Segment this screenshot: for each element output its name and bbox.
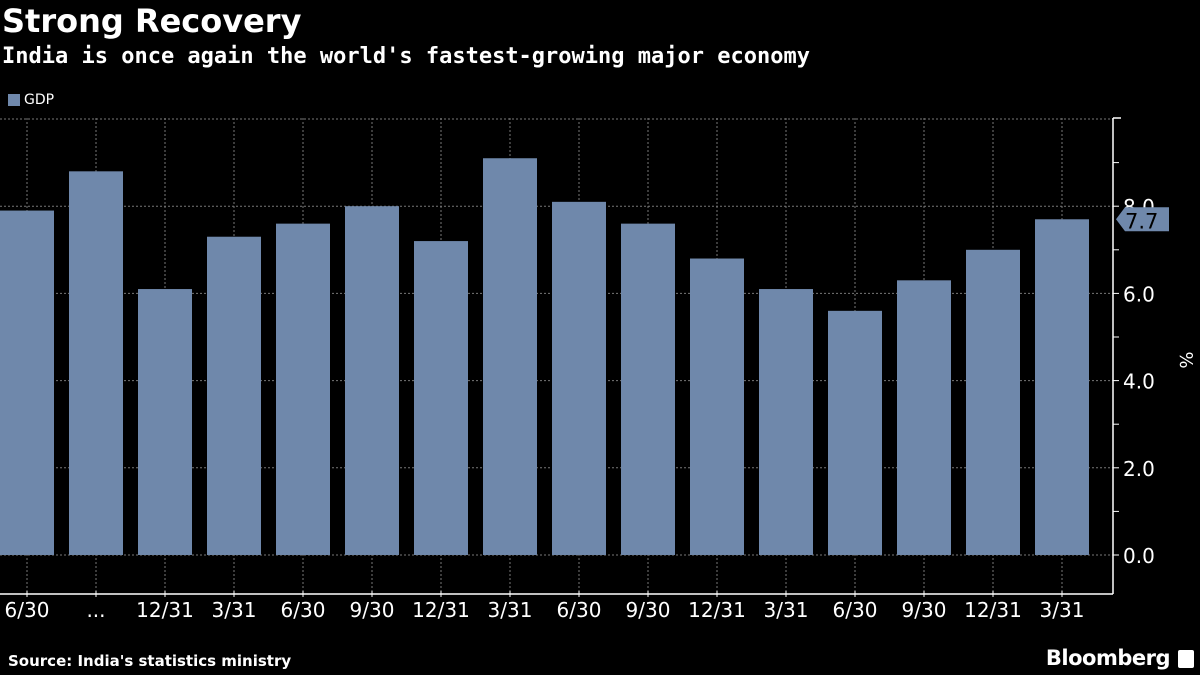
- bloomberg-logo: Bloomberg: [1045, 646, 1171, 670]
- x-tick-label: 9/30: [350, 598, 395, 622]
- x-tick-label: 9/30: [902, 598, 947, 622]
- bar: [828, 310, 882, 555]
- bar: [1035, 219, 1089, 555]
- y-tick-label: 0.0: [1123, 544, 1155, 568]
- x-tick-label: 6/30: [5, 598, 50, 622]
- source-note: Source: India's statistics ministry: [8, 652, 292, 670]
- bar: [414, 241, 468, 555]
- x-tick-label: 6/30: [833, 598, 878, 622]
- bar: [690, 258, 744, 555]
- bar: [207, 236, 261, 555]
- x-tick-label: 3/31: [764, 598, 809, 622]
- y-tick-label: 2.0: [1123, 457, 1155, 481]
- x-tick-label: 3/31: [212, 598, 257, 622]
- bar: [897, 280, 951, 555]
- chart-subtitle: India is once again the world's fastest-…: [2, 44, 810, 69]
- legend-swatch: [8, 94, 20, 106]
- y-tick-label: 4.0: [1123, 370, 1155, 394]
- bar: [483, 158, 537, 556]
- bar: [621, 223, 675, 555]
- y-axis-label: %: [1175, 351, 1196, 368]
- x-tick-label: 12/31: [412, 598, 470, 622]
- x-tick-label: 12/31: [136, 598, 194, 622]
- bar: [345, 206, 399, 555]
- bar: [759, 289, 813, 555]
- bar: [69, 171, 123, 555]
- x-tick-label: 12/31: [964, 598, 1022, 622]
- x-tick-label: 12/31: [688, 598, 746, 622]
- last-value-marker: [1116, 207, 1169, 232]
- legend: GDP: [8, 92, 54, 108]
- bar: [966, 249, 1020, 556]
- x-tick-label: 6/30: [557, 598, 602, 622]
- chart-title: Strong Recovery: [2, 2, 302, 40]
- last-value-label: 7.7: [1125, 209, 1158, 233]
- bar: [276, 223, 330, 555]
- bar: [0, 210, 54, 555]
- bar: [552, 201, 606, 555]
- x-tick-label: 6/30: [281, 598, 326, 622]
- x-tick-label: 3/31: [488, 598, 533, 622]
- y-tick-label: 6.0: [1123, 282, 1155, 306]
- x-tick-label: ...: [86, 598, 105, 622]
- x-tick-label: 9/30: [626, 598, 671, 622]
- bar: [138, 289, 192, 555]
- bloomberg-icon: [1178, 650, 1194, 668]
- legend-label: GDP: [24, 92, 55, 108]
- x-tick-label: 3/31: [1040, 598, 1085, 622]
